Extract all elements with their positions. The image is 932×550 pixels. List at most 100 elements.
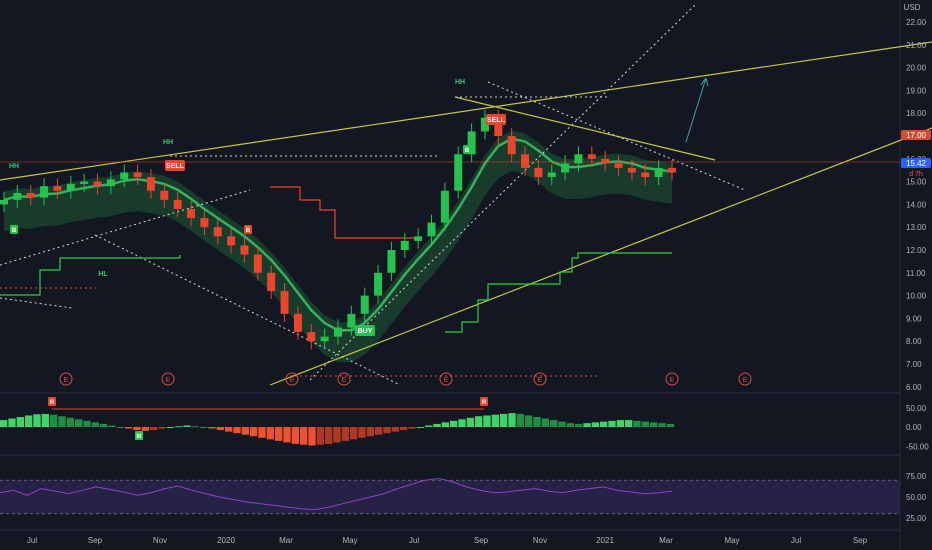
earnings-marker — [738, 372, 752, 386]
buy-signal-label: BUY — [358, 328, 373, 335]
histogram-bar — [491, 414, 499, 427]
structure-label: HH — [9, 163, 19, 170]
candle-body — [507, 136, 516, 155]
histogram-bar — [0, 420, 8, 427]
histogram-bar — [250, 427, 258, 437]
marker-layer: HH HH HH HL SELL SELL BUY B B B E E E E E E E E — [9, 79, 752, 386]
candle-body — [627, 167, 636, 173]
histogram-bar — [41, 413, 49, 427]
histogram-bar — [208, 427, 216, 429]
histogram-bar — [225, 427, 233, 432]
histogram-bar — [50, 414, 58, 427]
histogram-bar — [266, 427, 274, 440]
histogram-bar — [625, 420, 633, 427]
dotted-trendline — [94, 234, 401, 386]
candle-body — [267, 272, 276, 292]
level-tag-label: 17.00 — [906, 131, 927, 140]
histogram-bar — [466, 417, 474, 427]
histogram-bar — [658, 423, 666, 427]
small-signal-badge — [463, 145, 471, 154]
candle-body — [40, 186, 49, 198]
earnings-marker — [665, 372, 679, 386]
earnings-marker-label: E — [670, 377, 675, 384]
sell-signal-label: SELL — [166, 163, 185, 170]
dotted-trendline — [0, 189, 251, 266]
candle-body — [480, 117, 489, 132]
rsi-band — [0, 480, 900, 514]
lower-trendline — [269, 127, 932, 386]
time-tick: Nov — [153, 536, 167, 545]
support-step-line — [445, 252, 672, 333]
small-signal-badge — [10, 225, 18, 234]
candle-body — [173, 199, 182, 209]
earnings-marker-label: E — [342, 377, 347, 384]
histogram-bar — [183, 425, 191, 427]
candle-body — [521, 154, 530, 168]
histogram-bar — [316, 427, 324, 445]
time-tick: 2021 — [596, 536, 614, 545]
histogram-bar — [308, 427, 316, 446]
candle-body — [120, 172, 129, 180]
histogram-bar — [75, 419, 83, 427]
candle-body — [133, 172, 142, 178]
candle-body — [467, 131, 476, 155]
histogram-bar — [291, 427, 299, 444]
candle-body — [66, 183, 75, 191]
histogram-badge — [135, 431, 143, 440]
structure-label: HH — [163, 139, 173, 146]
structure-label: HH — [455, 79, 465, 86]
time-tick: Jul — [791, 536, 801, 545]
histogram-bar — [150, 427, 158, 431]
histogram-bar — [158, 427, 166, 429]
sell-signal-label: SELL — [487, 117, 506, 124]
last-price-label: 15.42 — [906, 159, 927, 168]
histogram-bar — [100, 423, 108, 427]
candle-body — [587, 154, 596, 159]
buy-signal-badge — [355, 325, 375, 336]
histogram-bar — [508, 413, 516, 427]
histogram-bar — [25, 415, 33, 427]
candle-body — [227, 236, 236, 246]
rsi-tick: 75.00 — [906, 472, 927, 481]
rsi-line — [0, 477, 673, 511]
candle-body — [253, 254, 262, 273]
trend-ribbon — [4, 130, 672, 363]
histogram-bar — [241, 427, 249, 435]
histogram-bar — [616, 420, 624, 427]
price-tick: 13.00 — [906, 223, 927, 232]
candle-body — [547, 172, 556, 178]
histogram-bar — [608, 420, 616, 427]
histogram-bar — [375, 427, 383, 435]
candle-body — [534, 167, 543, 178]
time-tick: Jul — [409, 536, 419, 545]
histogram-layer: R M R — [0, 397, 674, 446]
candle-body — [601, 158, 610, 164]
histogram-bar — [416, 427, 424, 428]
price-tick: 10.00 — [906, 292, 927, 301]
histogram-bar — [366, 427, 374, 437]
earnings-marker-label: E — [64, 377, 69, 384]
earnings-marker — [533, 372, 547, 386]
rsi-tick: 50.00 — [906, 493, 927, 502]
sell-signal-badge — [486, 114, 506, 125]
histogram-bar — [541, 418, 549, 427]
candle-body — [400, 240, 409, 250]
candle-body — [414, 236, 423, 241]
time-tick: Mar — [659, 536, 673, 545]
earnings-marker — [439, 372, 453, 386]
time-tick: May — [342, 536, 357, 545]
candle-body — [240, 245, 249, 255]
candle-body — [334, 327, 342, 337]
histogram-bar — [58, 416, 66, 427]
projection-arrowhead — [700, 77, 709, 87]
histogram-bar — [108, 425, 116, 427]
histogram-bar — [558, 421, 566, 427]
histogram-bar — [666, 423, 674, 427]
histogram-bar — [633, 420, 641, 427]
candle-body — [93, 181, 102, 187]
histogram-bar — [191, 426, 199, 428]
earnings-marker-label: E — [444, 377, 449, 384]
candle-body — [668, 167, 676, 173]
earnings-marker-label: E — [166, 377, 171, 384]
histogram-bar — [408, 427, 416, 429]
